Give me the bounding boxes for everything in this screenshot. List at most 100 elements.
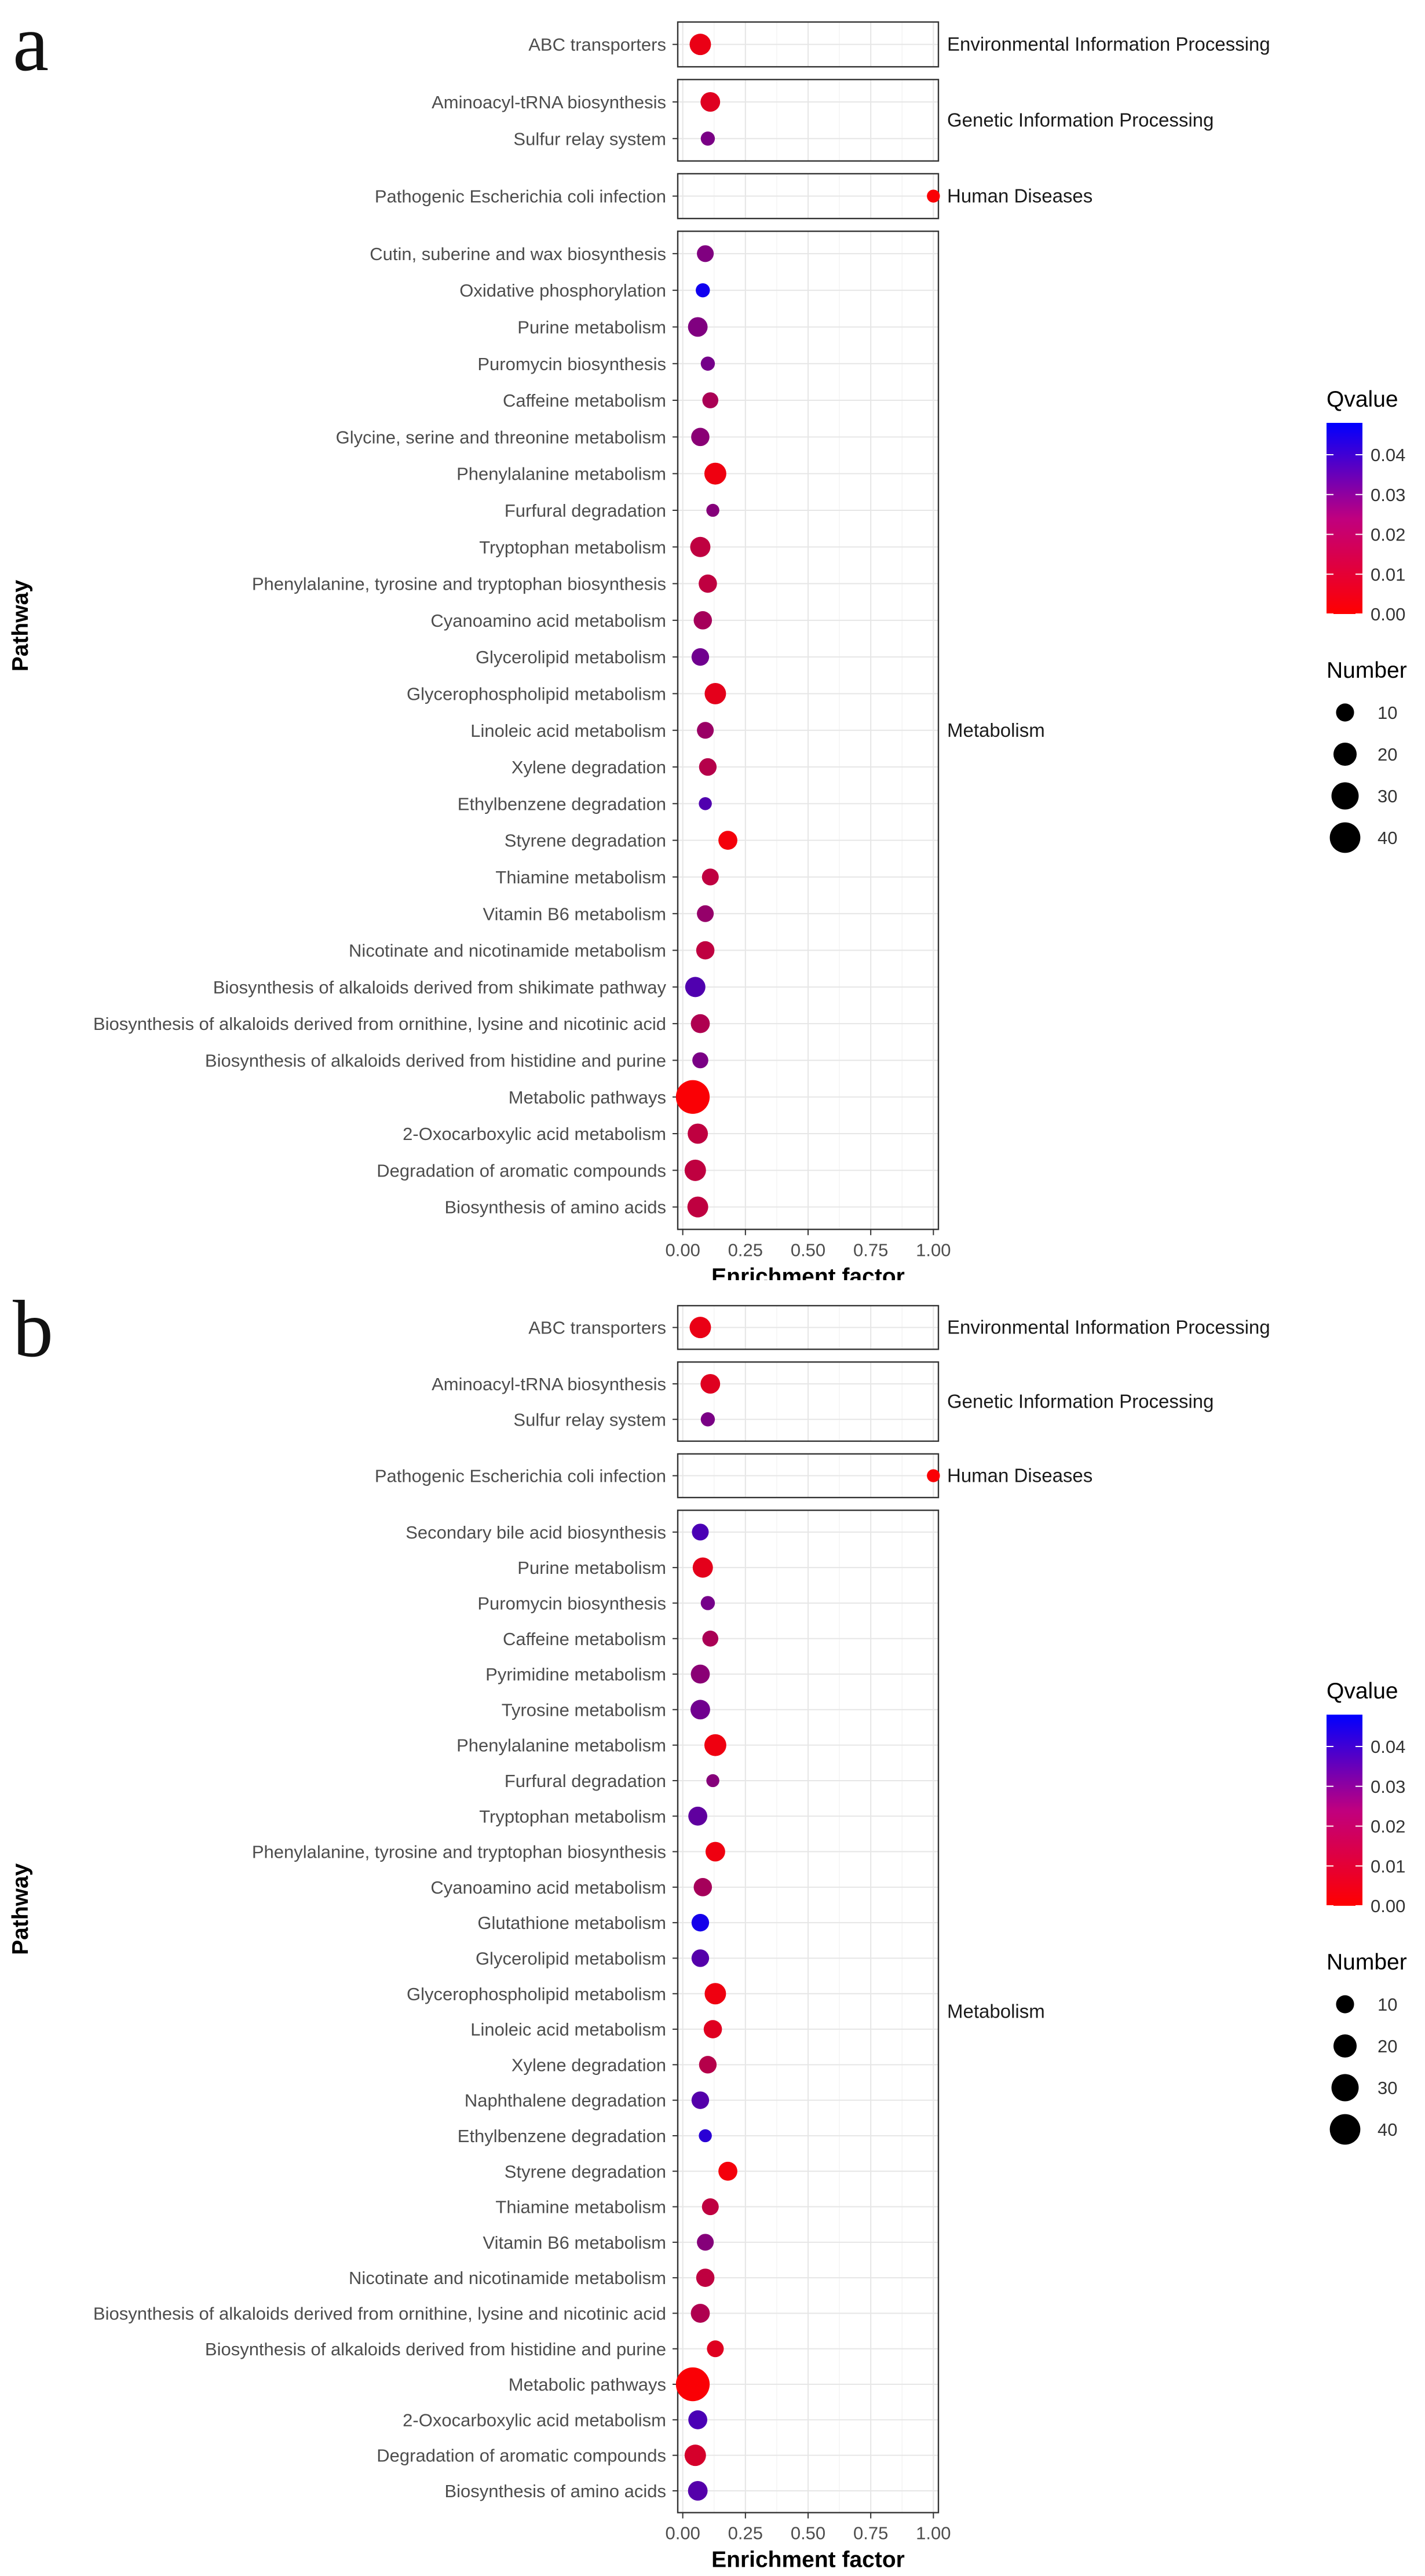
facet-1: Genetic Information Processing Aminoacyl-…	[432, 1361, 1214, 1442]
data-point	[696, 2268, 715, 2287]
chart-panel-a: a Environmental Information Processing AB…	[0, 0, 1425, 1280]
pathway-label: Phenylalanine, tyrosine and tryptophan b…	[252, 1842, 666, 1862]
x-tick-label: 0.75	[853, 2523, 888, 2544]
data-point	[690, 2304, 710, 2323]
size-legend-label: 40	[1378, 2120, 1397, 2140]
data-point	[700, 1374, 721, 1394]
data-point	[706, 503, 719, 517]
pathway-label: Glycerolipid metabolism	[476, 647, 666, 667]
pathway-label: Puromycin biosynthesis	[477, 1593, 666, 1613]
data-point	[704, 462, 726, 485]
data-point	[700, 1596, 715, 1610]
data-point	[704, 1983, 726, 2005]
facet-label: Human Diseases	[947, 185, 1092, 207]
data-point	[690, 1700, 710, 1720]
pathway-label: Ethylbenzene degradation	[458, 794, 666, 814]
size-legend-dot	[1331, 2074, 1359, 2102]
facet-border	[677, 1361, 940, 1442]
colorbar-tick-label: 0.01	[1371, 564, 1405, 584]
data-point	[688, 317, 708, 337]
pathway-label: Styrene degradation	[505, 831, 666, 851]
x-tick-label: 0.25	[728, 1240, 763, 1260]
chart-panel-b: b Environmental Information Processing AB…	[0, 1284, 1425, 2572]
pathway-label: Degradation of aromatic compounds	[377, 1160, 666, 1181]
pathway-label: Linoleic acid metabolism	[470, 721, 666, 741]
data-point	[688, 2410, 707, 2429]
facet-3: Metabolism Secondary bile acid biosynthes…	[93, 1510, 1045, 2513]
pathway-label: Tryptophan metabolism	[479, 1806, 666, 1826]
data-point	[700, 1412, 715, 1427]
pathway-label: Furfural degradation	[505, 500, 666, 521]
data-point	[703, 2020, 722, 2038]
facet-0: Environmental Information Processing ABC …	[528, 1305, 1270, 1350]
pathway-label: Sulfur relay system	[513, 129, 666, 149]
pathway-label: Vitamin B6 metabolism	[483, 2232, 666, 2253]
pathway-label: Aminoacyl-tRNA biosynthesis	[432, 1374, 666, 1394]
pathway-label: Biosynthesis of amino acids	[444, 1197, 666, 1218]
data-point	[704, 1734, 726, 1756]
pathway-label: ABC transporters	[528, 35, 666, 55]
data-point	[707, 2340, 724, 2358]
pathway-label: Glycerophospholipid metabolism	[407, 1984, 666, 2004]
data-point	[684, 1159, 706, 1181]
size-legend-dot	[1333, 742, 1357, 766]
data-point	[690, 536, 711, 557]
pathway-label: 2-Oxocarboxylic acid metabolism	[403, 2410, 666, 2430]
data-point	[699, 797, 712, 810]
facet-label: Metabolism	[947, 2000, 1045, 2022]
pathway-label: Glycine, serine and threonine metabolism	[336, 427, 666, 447]
x-tick-label: 0.00	[665, 1240, 700, 1260]
data-point	[927, 189, 940, 203]
colorbar-tick-label: 0.04	[1371, 1737, 1405, 1757]
x-tick-label: 0.25	[728, 2523, 763, 2544]
number-legend: Number 10 20 30 40	[1327, 1950, 1407, 2145]
facet-label: Genetic Information Processing	[947, 109, 1214, 131]
x-axis-title: Enrichment factor	[711, 2548, 905, 2572]
facet-2: Human Diseases Pathogenic Escherichia col…	[375, 1453, 1092, 1499]
data-point	[704, 682, 726, 704]
facet-label: Metabolism	[947, 719, 1045, 741]
qvalue-legend: Qvalue 0.04 0.03 0.02 0.01 0.00	[1327, 1679, 1405, 1916]
pathway-label: ABC transporters	[528, 1318, 666, 1338]
data-point	[688, 1123, 708, 1144]
colorbar-tick-label: 0.03	[1371, 485, 1405, 505]
pathway-label: Ethylbenzene degradation	[458, 2126, 666, 2146]
pathway-label: Sulfur relay system	[513, 1409, 666, 1430]
colorbar-tick-label: 0.04	[1371, 445, 1405, 465]
pathway-label: Biosynthesis of alkaloids derived from h…	[205, 1050, 666, 1070]
y-axis-title: Pathway	[8, 1863, 33, 1955]
data-point	[692, 1523, 709, 1541]
data-point	[685, 977, 706, 997]
colorbar-tick-label: 0.02	[1371, 525, 1405, 545]
pathway-label: Pyrimidine metabolism	[485, 1664, 666, 1685]
data-point	[696, 941, 715, 960]
colorbar-tick-label: 0.03	[1371, 1777, 1405, 1797]
data-point	[718, 2161, 737, 2181]
pathway-label: Biosynthesis of alkaloids derived from h…	[205, 2339, 666, 2359]
colorbar-tick-label: 0.02	[1371, 1817, 1405, 1837]
facet-label: Genetic Information Processing	[947, 1391, 1214, 1412]
y-axis-title: Pathway	[8, 580, 33, 672]
pathway-label: Pathogenic Escherichia coli infection	[375, 1466, 666, 1486]
data-point	[701, 2198, 719, 2216]
data-point	[718, 831, 737, 850]
data-point	[700, 131, 715, 146]
facet-3: Metabolism Cutin, suberine and wax biosyn…	[93, 231, 1045, 1230]
pathway-label: Purine metabolism	[517, 317, 666, 337]
facet-label: Environmental Information Processing	[947, 34, 1270, 55]
pathway-label: Xylene degradation	[511, 757, 666, 777]
data-point	[700, 92, 721, 112]
data-point	[696, 283, 710, 298]
x-tick-label: 1.00	[916, 2523, 951, 2544]
data-point	[691, 427, 710, 447]
pathway-label: 2-Oxocarboxylic acid metabolism	[403, 1124, 666, 1144]
size-legend-dot	[1333, 2034, 1357, 2058]
data-point	[684, 2445, 706, 2467]
pathway-label: Biosynthesis of alkaloids derived from o…	[93, 2303, 666, 2323]
size-legend-label: 20	[1378, 744, 1397, 765]
pathway-label: Vitamin B6 metabolism	[483, 904, 666, 924]
facet-border	[677, 79, 940, 162]
size-legend-label: 30	[1378, 2078, 1397, 2098]
pathway-label: Thiamine metabolism	[495, 867, 666, 887]
pathway-label: Phenylalanine, tyrosine and tryptophan b…	[252, 574, 666, 594]
